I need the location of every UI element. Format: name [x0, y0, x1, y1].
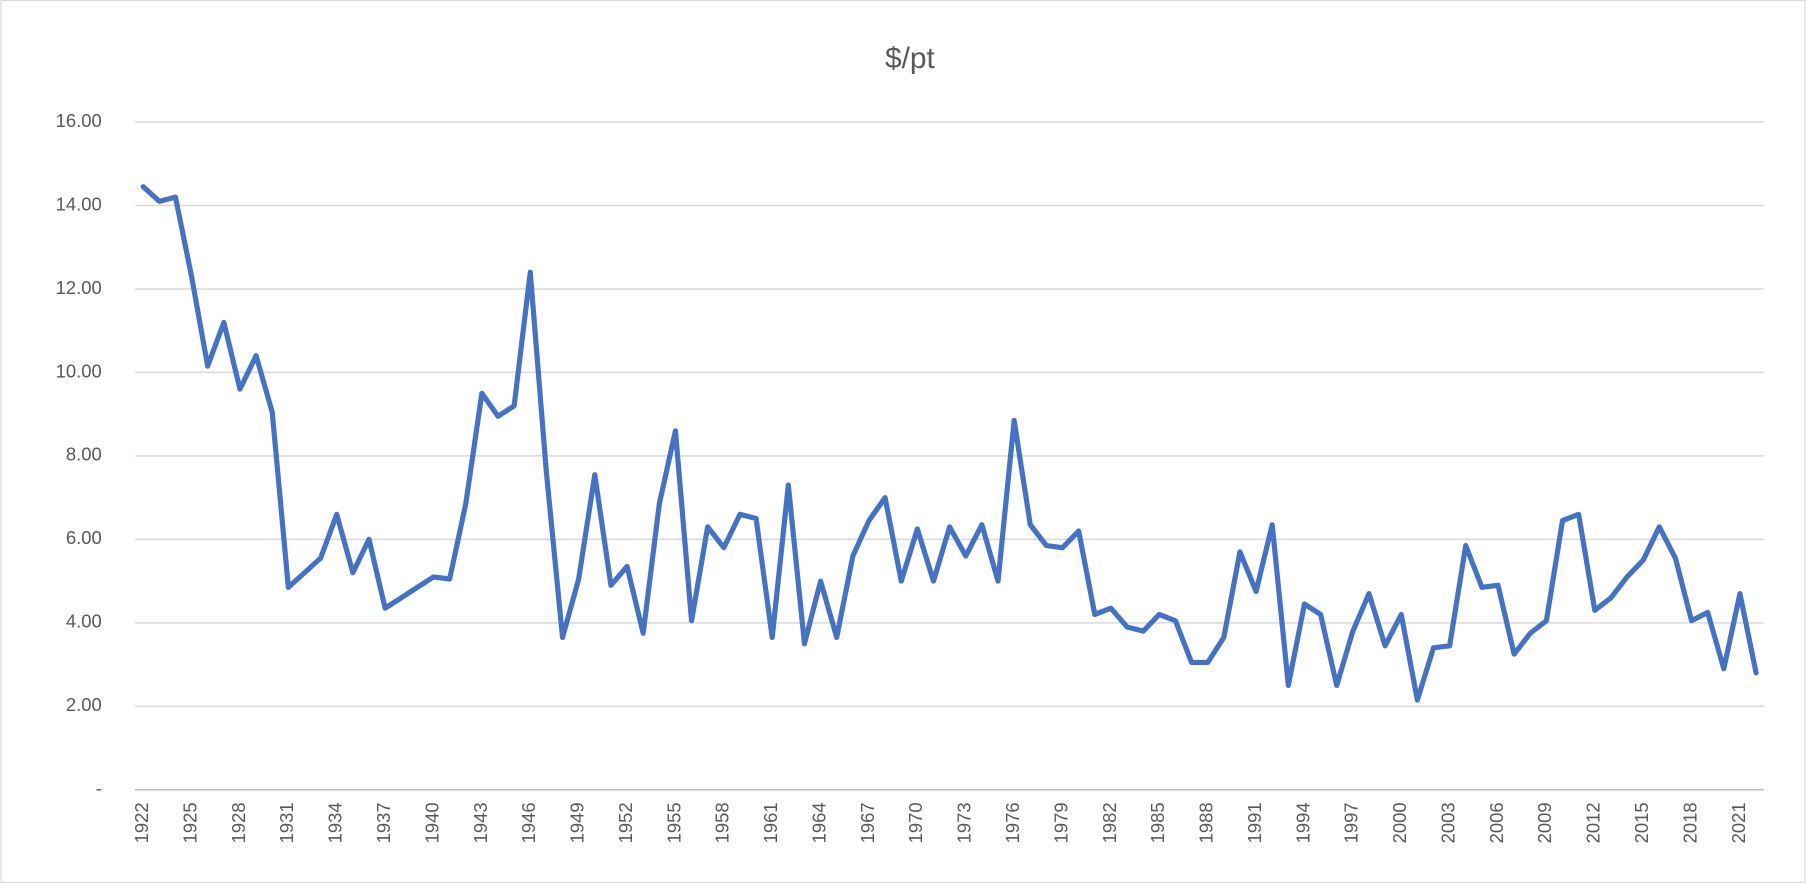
- x-tick-label: 2006: [1486, 802, 1507, 843]
- x-tick-label: 2009: [1534, 802, 1555, 843]
- x-tick-label: 1976: [1002, 802, 1023, 843]
- x-tick-label: 1931: [276, 802, 297, 843]
- x-tick-label: 1973: [954, 802, 975, 843]
- x-tick-label: 1946: [518, 802, 539, 843]
- x-tick-label: 1988: [1196, 802, 1217, 843]
- x-tick-label: 1997: [1341, 802, 1362, 843]
- x-tick-label: 2018: [1679, 802, 1700, 843]
- x-tick-label: 1949: [567, 802, 588, 843]
- x-tick-label: 1964: [808, 802, 829, 843]
- x-tick-label: 1994: [1292, 802, 1313, 843]
- x-tick-label: 1922: [131, 802, 152, 843]
- y-tick-label: 14.00: [56, 193, 102, 214]
- x-tick-label: 1934: [325, 802, 346, 843]
- y-tick-label: 8.00: [66, 444, 102, 465]
- y-tick-label: 10.00: [56, 360, 102, 381]
- x-tick-label: 2021: [1728, 802, 1749, 843]
- x-tick-label: 1955: [663, 802, 684, 843]
- x-tick-label: 2012: [1583, 802, 1604, 843]
- y-tick-label: 12.00: [56, 277, 102, 298]
- x-tick-label: 1937: [373, 802, 394, 843]
- x-tick-label: 1970: [905, 802, 926, 843]
- y-tick-label: 16.00: [56, 110, 102, 131]
- x-tick-label: 1991: [1244, 802, 1265, 843]
- x-tick-label: 1979: [1050, 802, 1071, 843]
- chart-title: $/pt: [885, 42, 936, 75]
- x-tick-label: 1982: [1099, 802, 1120, 843]
- line-series: [140, 184, 1759, 703]
- x-tick-label: 2000: [1389, 802, 1410, 843]
- y-tick-label: 6.00: [66, 527, 102, 548]
- x-tick-label: 1940: [421, 802, 442, 843]
- x-tick-label: 1952: [615, 802, 636, 843]
- y-tick-label: -: [96, 778, 102, 799]
- x-tick-label: 1967: [857, 802, 878, 843]
- x-tick-label: 2015: [1631, 802, 1652, 843]
- x-tick-label: 1943: [470, 802, 491, 843]
- x-tick-label: 1961: [760, 802, 781, 843]
- x-tick-label: 1985: [1147, 802, 1168, 843]
- x-tick-label: 1928: [228, 802, 249, 843]
- x-tick-label: 2003: [1437, 802, 1458, 843]
- x-tick-label: 1958: [712, 802, 733, 843]
- x-tick-label: 1925: [179, 802, 200, 843]
- y-tick-label: 2.00: [66, 694, 102, 715]
- y-tick-label: 4.00: [66, 611, 102, 632]
